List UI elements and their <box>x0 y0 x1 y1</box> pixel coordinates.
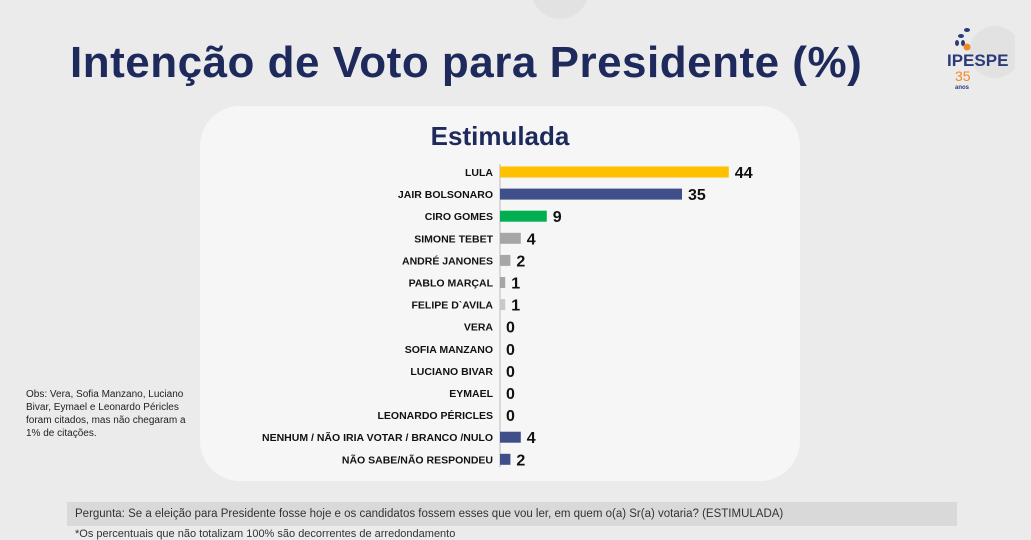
question-text: Pergunta: Se a eleição para Presidente f… <box>67 502 957 526</box>
footnote: *Os percentuais que não totalizam 100% s… <box>75 528 456 540</box>
category-label: VERA <box>464 322 494 334</box>
value-label: 1 <box>511 276 520 293</box>
category-label: LUCIANO BIVAR <box>410 366 493 378</box>
category-label: SOFIA MANZANO <box>405 344 493 356</box>
value-label: 0 <box>506 408 515 425</box>
bar <box>500 188 682 200</box>
svg-text:anos: anos <box>955 85 970 91</box>
category-label: SIMONE TEBET <box>414 233 493 245</box>
svg-text:35: 35 <box>955 68 971 84</box>
bar <box>500 210 547 222</box>
ipespe-logo: IPESPE 35 anos <box>947 26 1015 91</box>
value-label: 4 <box>527 231 536 248</box>
bar <box>500 232 521 244</box>
value-label: 44 <box>735 165 753 182</box>
bar <box>500 431 521 443</box>
value-label: 0 <box>506 320 515 337</box>
observation-note: Obs: Vera, Sofia Manzano, Luciano Bivar,… <box>26 389 186 439</box>
bar <box>500 254 511 266</box>
category-label: NENHUM / NÃO IRIA VOTAR / BRANCO /NULO <box>262 431 493 444</box>
category-label: NÃO SABE/NÃO RESPONDEU <box>342 453 493 466</box>
value-label: 35 <box>688 187 706 204</box>
category-label: FELIPE D`AVILA <box>412 300 494 312</box>
value-label: 4 <box>527 430 536 447</box>
bar <box>500 166 729 178</box>
bar <box>500 453 511 465</box>
category-label: LEONARDO PÉRICLES <box>377 409 493 422</box>
bar <box>500 299 506 311</box>
value-label: 0 <box>506 386 515 403</box>
svg-text:IPESPE: IPESPE <box>947 51 1008 70</box>
category-label: ANDRÉ JANONES <box>402 254 493 267</box>
category-label: JAIR BOLSONARO <box>398 189 493 201</box>
chart-title: Estimulada <box>430 121 570 151</box>
value-label: 2 <box>516 253 525 270</box>
category-label: PABLO MARÇAL <box>409 278 494 290</box>
value-label: 2 <box>516 452 525 469</box>
bar <box>500 277 506 288</box>
value-label: 0 <box>506 364 515 381</box>
value-label: 1 <box>511 298 520 315</box>
category-label: CIRO GOMES <box>425 211 493 223</box>
category-label: EYMAEL <box>449 388 493 400</box>
value-label: 9 <box>553 209 562 226</box>
value-label: 0 <box>506 342 515 359</box>
category-label: LULA <box>465 167 493 179</box>
page-title: Intenção de Voto para Presidente (%) <box>70 38 863 87</box>
